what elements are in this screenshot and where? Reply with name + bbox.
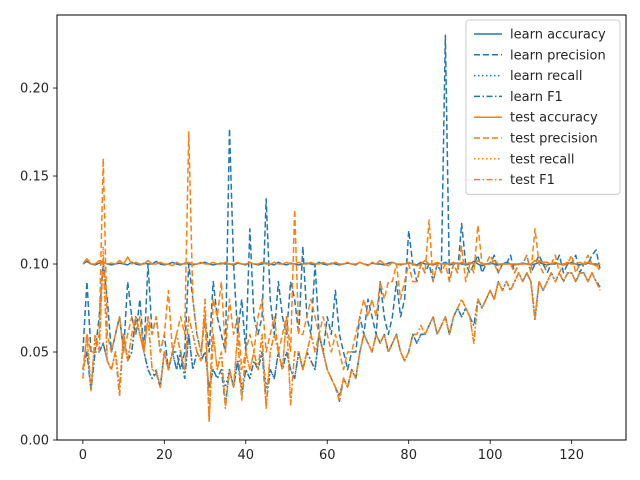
x-tick-label: 40 xyxy=(238,448,255,463)
legend-label: learn accuracy xyxy=(510,28,606,43)
series-layer xyxy=(82,34,601,424)
series-line-test-F1 xyxy=(82,254,601,424)
y-tick-label: 0.00 xyxy=(20,434,49,449)
legend-label: test recall xyxy=(510,152,575,167)
legend: learn accuracy learn precision learn recal… xyxy=(465,19,621,195)
y-tick-label: 0.05 xyxy=(20,346,49,361)
series-line-test-accuracy xyxy=(82,256,601,267)
y-tick-label: 0.15 xyxy=(20,170,49,185)
y-tick-label: 0.20 xyxy=(20,82,49,97)
y-tick-label: 0.10 xyxy=(20,258,49,273)
axis-layer: 0 20 40 60 80 100 120 0.00 0.05 0.10 0.15 0.20 xyxy=(20,82,584,463)
x-tick-label: 120 xyxy=(559,448,584,463)
legend-label: test precision xyxy=(510,132,598,147)
legend-label: test F1 xyxy=(510,173,555,188)
legend-label: learn recall xyxy=(510,69,582,84)
legend-label: learn precision xyxy=(510,48,606,63)
x-tick-label: 100 xyxy=(478,448,503,463)
x-tick-label: 0 xyxy=(79,448,87,463)
series-line-test-precision xyxy=(82,131,601,420)
legend-label: test accuracy xyxy=(510,111,598,126)
x-tick-label: 60 xyxy=(319,448,336,463)
plot-frame xyxy=(56,14,627,441)
legend-box xyxy=(465,19,621,195)
legend-label: learn F1 xyxy=(510,90,563,105)
x-tick-label: 80 xyxy=(400,448,417,463)
x-tick-label: 20 xyxy=(156,448,173,463)
